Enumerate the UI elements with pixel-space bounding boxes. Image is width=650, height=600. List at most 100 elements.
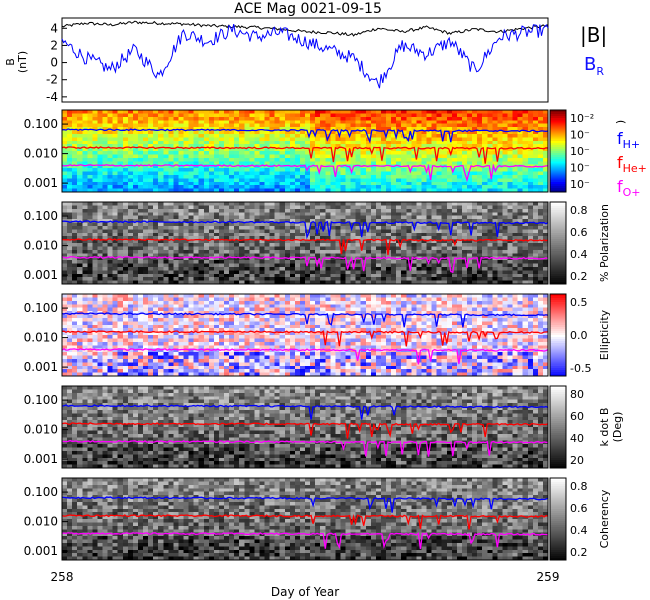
legend-b-magnitude: |B|: [580, 23, 607, 47]
y-tick-label: 0.001: [24, 268, 58, 282]
y-tick-label: 0.010: [24, 515, 58, 529]
series-line-he-plus: [61, 330, 549, 347]
panel-frame: [61, 293, 549, 377]
x-tick-start: 258: [51, 570, 74, 584]
series-line-o-plus: [61, 163, 549, 183]
colorbar-tick-label: 10⁻: [570, 129, 590, 142]
panel-magnetic-field: 4 2 0 -2 -4 B (nT) |B| BR: [4, 17, 607, 104]
series-line-h-plus: [61, 404, 549, 420]
series-line-b-magnitude: [61, 20, 549, 37]
colorbar: [550, 294, 566, 377]
legend-f-o: fO+: [617, 177, 641, 199]
series-line-he-plus: [61, 146, 549, 164]
mag-ylabel-b: B: [4, 58, 17, 66]
colorbar-tick-label: 0.6: [570, 502, 588, 515]
panel-k-dot-b: 0.100 0.010 0.001 80 60 40 20 k dot B (Deg): [24, 385, 624, 469]
ion-legend: fH+ fHe+ fO+: [617, 129, 647, 199]
spectrogram-cells: [62, 478, 549, 561]
y-tick-label: -2: [46, 73, 58, 87]
series-line-h-plus: [61, 128, 549, 144]
colorbar: [550, 110, 566, 193]
y-tick-label: 0.010: [24, 331, 58, 345]
panel-ellipticity: 0.100 0.010 0.001 0.5 0.0 -0.5 Ellipticity: [24, 293, 611, 377]
colorbar-label: % Polarization: [598, 204, 611, 282]
y-tick-label: 4: [50, 21, 58, 35]
colorbar-label: Coherency: [598, 489, 611, 548]
series-line-h-plus: [61, 312, 549, 328]
colorbar-tick-label: 0.2: [570, 270, 588, 283]
colorbar: [550, 386, 566, 469]
colorbar-frame: [549, 201, 567, 285]
series-line-h-plus: [61, 496, 549, 513]
mag-ylabel-unit: (nT): [16, 51, 29, 73]
colorbar-tick-label: 0.5: [570, 296, 588, 309]
y-tick-label: 0.001: [24, 452, 58, 466]
colorbar-tick-label: 0.8: [570, 204, 588, 217]
legend-f-h: fH+: [617, 129, 640, 151]
panel-polarization: 0.100 0.010 0.001 0.8 0.6 0.4 0.2 % Polarizatio…: [24, 201, 611, 285]
y-tick-label: 0.100: [24, 485, 58, 499]
y-tick-label: 0.001: [24, 176, 58, 190]
colorbar-tick-label: -0.5: [570, 362, 591, 375]
panel-frame: [61, 385, 549, 469]
y-tick-label: 0.100: [24, 301, 58, 315]
colorbar-tick-label: 10⁻: [570, 145, 590, 158]
colorbar-label: ): [614, 120, 627, 124]
spectrogram-panels: 0.100 0.010 0.001 10⁻² 10⁻ 10⁻ 10⁻ 10⁻) 0.100 0.0…: [24, 109, 627, 561]
series-line-o-plus: [61, 532, 549, 550]
y-tick-label: 0.001: [24, 360, 58, 374]
colorbar-frame: [549, 109, 567, 193]
colorbar-tick-label: 10⁻: [570, 178, 590, 191]
panel-frame: [61, 201, 549, 285]
mag-y-ticks: 4 2 0 -2 -4: [46, 21, 67, 104]
spectrogram-cells: [62, 110, 549, 193]
y-tick-label: 0.100: [24, 393, 58, 407]
legend-b-radial: BR: [584, 54, 604, 78]
colorbar-label: k dot B: [598, 408, 611, 447]
colorbar-tick-label: 80: [570, 388, 584, 401]
colorbar-tick-label: 10⁻: [570, 162, 590, 175]
series-line-b-radial: [61, 24, 549, 89]
colorbar-label-unit: (Deg): [611, 412, 624, 443]
colorbar-frame: [549, 293, 567, 377]
colorbar-tick-label: 0.2: [570, 546, 588, 559]
y-tick-label: -4: [46, 90, 58, 104]
colorbar-tick-label: 0.6: [570, 226, 588, 239]
panel-power-spectrum: 0.100 0.010 0.001 10⁻² 10⁻ 10⁻ 10⁻ 10⁻): [24, 109, 627, 193]
panel-frame: [61, 477, 549, 561]
colorbar-tick-label: 0.0: [570, 329, 588, 342]
chart-title: ACE Mag 0021-09-15: [234, 1, 382, 17]
colorbar-tick-label: 20: [570, 454, 584, 467]
x-tick-end: 259: [537, 570, 560, 584]
series-line-o-plus: [61, 348, 549, 365]
y-tick-label: 0.100: [24, 209, 58, 223]
spectrogram-cells: [62, 386, 549, 469]
y-tick-label: 0.010: [24, 239, 58, 253]
series-line-o-plus: [61, 439, 549, 457]
colorbar-tick-label: 0.4: [570, 524, 588, 537]
series-line-h-plus: [61, 220, 549, 240]
y-tick-label: 2: [50, 38, 58, 52]
series-line-he-plus: [61, 514, 549, 530]
panel-frame: [61, 109, 549, 193]
series-line-o-plus: [61, 255, 549, 274]
y-tick-label: 0.001: [24, 544, 58, 558]
colorbar-tick-label: 60: [570, 410, 584, 423]
colorbar-tick-label: 0.8: [570, 480, 588, 493]
spectrogram-cells: [62, 202, 549, 285]
colorbar-tick-label: 0.4: [570, 248, 588, 261]
colorbar-tick-label: 40: [570, 432, 584, 445]
y-tick-label: 0.010: [24, 147, 58, 161]
y-tick-label: 0.100: [24, 117, 58, 131]
colorbar-frame: [549, 477, 567, 561]
mag-series-group: [61, 20, 549, 89]
colorbar: [550, 478, 566, 561]
series-line-he-plus: [61, 422, 549, 439]
colorbar-tick-label: 10⁻²: [570, 112, 594, 125]
colorbar-frame: [549, 385, 567, 469]
spectrogram-cells: [62, 294, 549, 377]
y-tick-label: 0: [50, 56, 58, 70]
panel-frame: [61, 17, 549, 103]
x-axis-label: Day of Year: [271, 585, 339, 599]
